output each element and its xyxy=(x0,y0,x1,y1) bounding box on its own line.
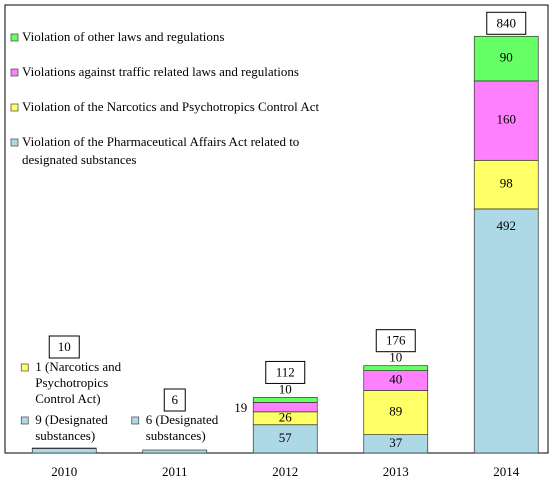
total-label: 112 xyxy=(276,364,295,379)
value-label: 10 xyxy=(279,381,292,396)
label-swatch xyxy=(20,416,29,425)
value-label: 19 xyxy=(234,400,247,415)
value-label: 1 (Narcotics and Psychotropics Control Act… xyxy=(35,359,121,406)
total-label: 840 xyxy=(497,15,517,30)
bar-segment xyxy=(142,449,208,454)
total-label: 6 xyxy=(172,392,179,407)
bar-segment xyxy=(31,448,97,454)
value-label: 57 xyxy=(279,430,293,445)
x-tick-label: 2011 xyxy=(162,464,188,479)
value-label: 37 xyxy=(389,435,403,450)
x-tick-label: 2010 xyxy=(51,464,77,479)
x-tick-label: 2013 xyxy=(383,464,409,479)
legend-swatch xyxy=(10,68,19,77)
legend-label: Violation of other laws and regulations xyxy=(22,29,224,44)
bar-segment xyxy=(363,365,429,372)
value-label: 89 xyxy=(389,404,402,419)
value-label: 492 xyxy=(497,218,517,233)
bar-segment xyxy=(473,35,539,82)
total-label: 176 xyxy=(386,333,406,348)
value-label: 6 (Designated substances) xyxy=(146,412,219,443)
x-tick-label: 2014 xyxy=(493,464,520,479)
value-label: 26 xyxy=(279,409,293,424)
legend-swatch xyxy=(10,103,19,112)
total-box xyxy=(375,329,416,353)
bar-segment xyxy=(252,402,318,413)
label-swatch xyxy=(20,363,29,372)
value-label: 10 xyxy=(389,350,402,365)
bar-segment xyxy=(252,424,318,454)
total-box xyxy=(163,388,186,412)
x-tick-label: 2012 xyxy=(272,464,298,479)
legend-label: Violations against traffic related laws … xyxy=(22,64,299,79)
value-label: 160 xyxy=(497,112,517,127)
bar-segment xyxy=(473,80,539,161)
value-label: 90 xyxy=(500,50,513,65)
bar-segment xyxy=(473,208,539,454)
value-label: 40 xyxy=(389,372,402,387)
bar-segment xyxy=(252,397,318,403)
legend-swatch xyxy=(10,138,19,147)
total-label: 10 xyxy=(58,339,71,354)
value-label: 9 (Designated substances) xyxy=(35,412,108,443)
value-label: 98 xyxy=(500,176,513,191)
legend-swatch xyxy=(10,33,19,42)
label-swatch xyxy=(131,416,140,425)
total-box xyxy=(48,335,80,359)
legend-label: Violation of the Pharmaceutical Affairs … xyxy=(22,134,299,167)
total-box xyxy=(486,11,527,35)
legend-label: Violation of the Narcotics and Psychotro… xyxy=(22,99,319,114)
total-box xyxy=(265,360,306,384)
